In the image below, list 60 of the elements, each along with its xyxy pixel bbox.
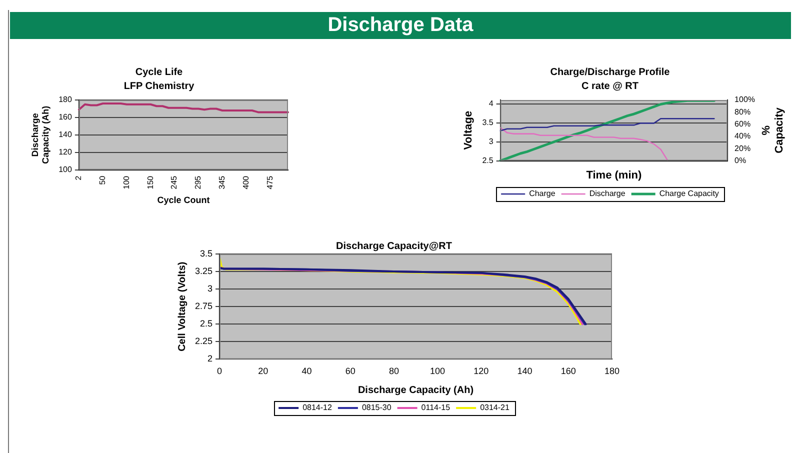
chart-subtitle: LFP Chemistry xyxy=(124,80,195,92)
legend-label: Discharge xyxy=(589,189,626,198)
y2-tick-label: 40% xyxy=(734,132,751,141)
text: Discharge Data xyxy=(328,14,474,37)
x-tick-label: 0 xyxy=(217,366,222,376)
y2-tick-label: 100% xyxy=(734,95,756,104)
x-axis-title: Discharge Capacity (Ah) xyxy=(358,384,474,396)
legend-label: Charge xyxy=(529,189,556,198)
y-tick-label: 2.75 xyxy=(194,301,213,312)
y-tick-label: 120 xyxy=(58,148,72,157)
legend-label: 0114-15 xyxy=(421,403,451,412)
chart-title: Discharge Capacity@RT xyxy=(336,240,452,252)
x-tick-label: 20 xyxy=(258,366,268,376)
x-tick-label: 80 xyxy=(388,366,399,376)
y2-tick-label: 60% xyxy=(734,120,751,129)
chart-title: Charge/Discharge Profile xyxy=(550,66,670,78)
y-tick-label: 3 xyxy=(488,137,494,146)
x-tick-label: 475 xyxy=(265,175,274,190)
x-tick-label: 345 xyxy=(218,175,226,190)
chart-subtitle: C rate @ RT xyxy=(582,80,638,92)
y-tick-label: 180 xyxy=(58,95,72,104)
x-tick-label: 400 xyxy=(241,175,250,190)
y2-axis-title: % Capacity xyxy=(760,106,786,154)
y-tick-label: 140 xyxy=(58,130,72,140)
y-axis-title: Discharge Capacity (Ah) xyxy=(30,106,51,164)
x-tick-label: 160 xyxy=(560,366,576,376)
x-tick-label: 2 xyxy=(74,175,84,180)
y-tick-label: 3.5 xyxy=(200,248,213,258)
y-tick-label: 160 xyxy=(58,112,72,122)
y-tick-label: 3.25 xyxy=(194,266,213,276)
x-tick-label: 100 xyxy=(122,175,131,190)
x-tick-label: 295 xyxy=(194,175,203,190)
y-tick-label: 2.5 xyxy=(200,318,213,329)
x-tick-label: 40 xyxy=(302,366,312,376)
y-axis-title: Voltage xyxy=(462,110,475,150)
y2-tick-label: 80% xyxy=(734,107,751,116)
y-axis-title: Cell Voltage (Volts) xyxy=(176,262,188,352)
y-tick-label: 3 xyxy=(208,284,213,294)
y2-tick-label: 20% xyxy=(734,144,751,153)
y-tick-label: 100 xyxy=(58,165,72,174)
chart-title: Cycle Life xyxy=(135,66,184,78)
y-tick-label: 2.25 xyxy=(194,336,213,346)
legend-label: 0814-12 xyxy=(302,403,332,412)
y2-tick-label: 0% xyxy=(734,156,746,166)
x-tick-label: 100 xyxy=(430,366,446,376)
y-tick-label: 2.5 xyxy=(482,156,494,166)
legend-label: 0314-21 xyxy=(480,403,510,412)
legend-label: 0815-30 xyxy=(362,403,392,412)
x-axis-title: Cycle Count xyxy=(157,195,210,206)
x-axis-title: Time (min) xyxy=(586,169,642,182)
legend-label: Charge Capacity xyxy=(659,189,719,198)
y-tick-label: 4 xyxy=(488,99,494,108)
x-tick-label: 245 xyxy=(170,175,179,190)
x-tick-label: 180 xyxy=(604,366,620,376)
x-tick-label: 50 xyxy=(98,175,108,185)
x-tick-label: 150 xyxy=(146,175,155,190)
x-tick-label: 140 xyxy=(517,366,532,376)
y-tick-label: 2 xyxy=(208,354,213,364)
y-tick-label: 3.5 xyxy=(482,118,494,128)
x-tick-label: 60 xyxy=(345,366,356,376)
